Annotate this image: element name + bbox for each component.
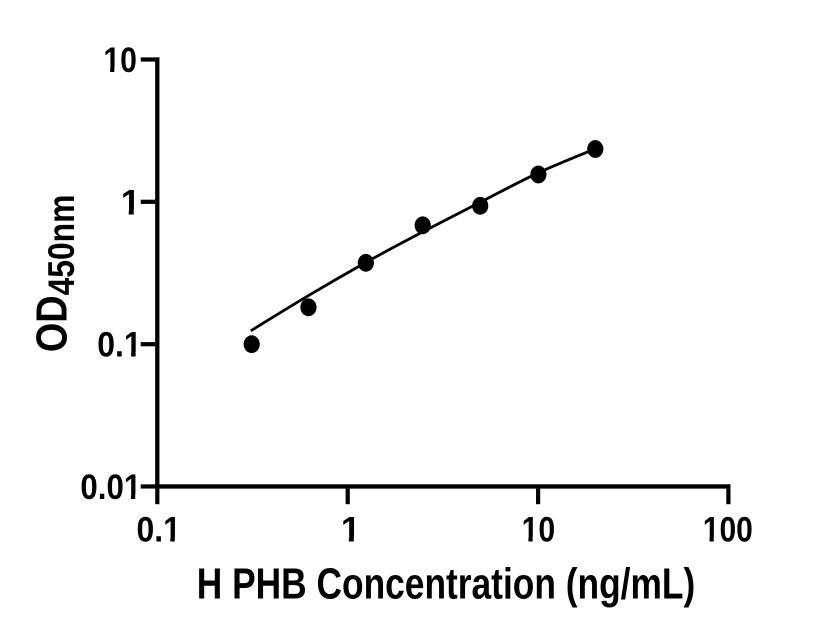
- svg-text:0.01: 0.01: [80, 468, 141, 507]
- svg-text:10: 10: [103, 40, 137, 80]
- svg-text:H PHB Concentration (ng/mL): H PHB Concentration (ng/mL): [197, 560, 695, 609]
- svg-text:10: 10: [522, 509, 556, 549]
- svg-text:100: 100: [703, 509, 753, 549]
- svg-text:0.1: 0.1: [97, 325, 141, 365]
- svg-text:1: 1: [341, 510, 361, 550]
- svg-text:0.1: 0.1: [136, 510, 180, 550]
- svg-text:1: 1: [121, 182, 141, 222]
